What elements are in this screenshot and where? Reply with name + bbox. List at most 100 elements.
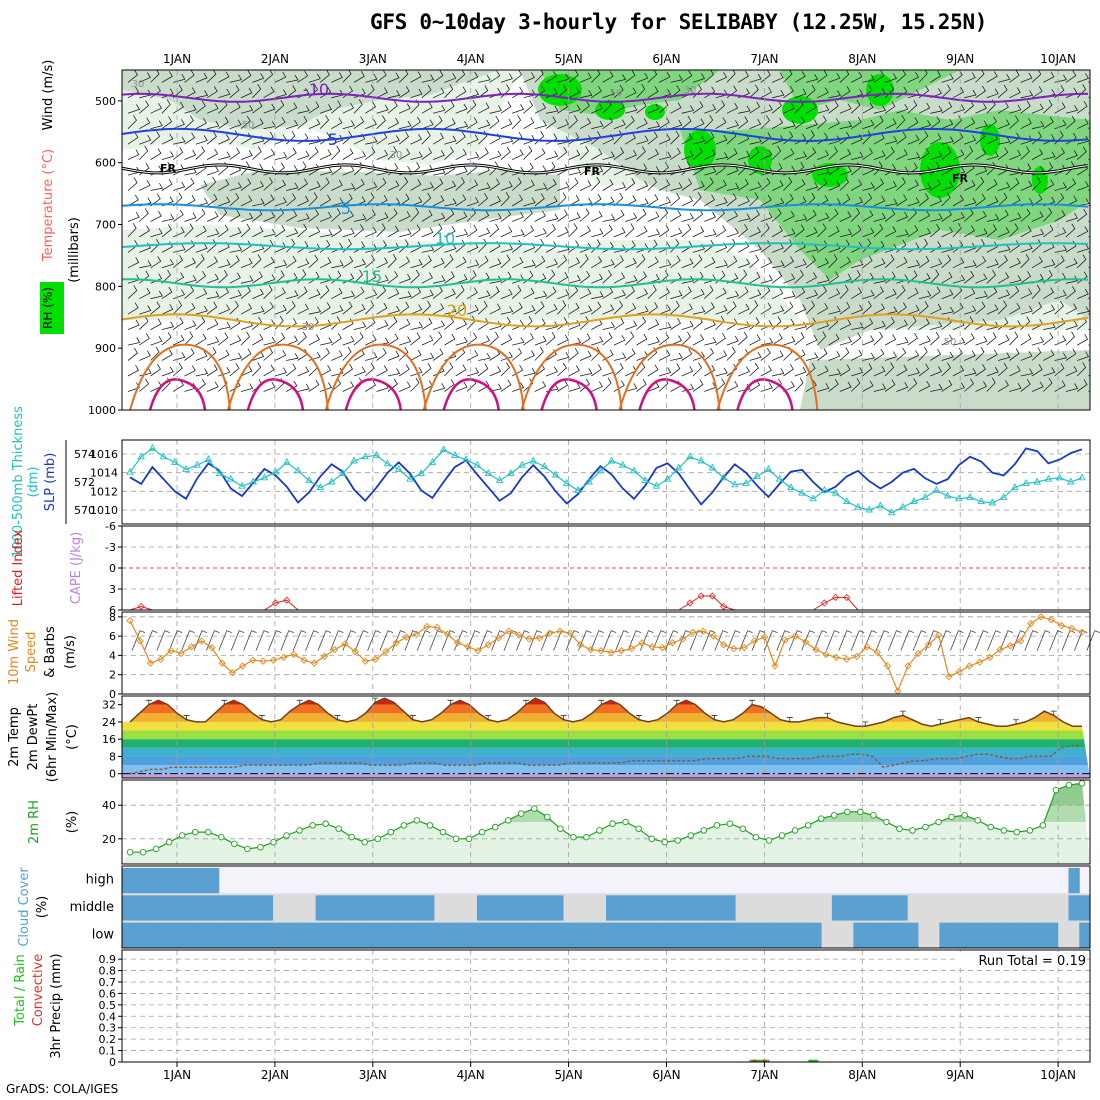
cloud-cell	[132, 895, 145, 921]
wind-barb	[511, 194, 523, 207]
thickness-point	[305, 476, 313, 484]
wind-barb	[500, 306, 514, 315]
wind-barb	[240, 223, 251, 238]
wind-barb	[1009, 365, 1021, 377]
wind-barb-10m	[392, 630, 406, 651]
cloud-cell	[218, 895, 231, 921]
wind-barb	[941, 334, 953, 346]
wind-barb	[545, 286, 557, 300]
wind-barb	[862, 290, 875, 300]
wind-barb	[308, 101, 320, 114]
temp-band	[122, 698, 1090, 705]
thickness-tick-label: 574	[74, 448, 95, 461]
cloud-cell	[885, 895, 897, 921]
wind-barb	[941, 209, 952, 222]
wind-barb	[263, 194, 275, 207]
wind-barb	[206, 86, 218, 99]
wind-barb	[455, 274, 468, 284]
cloud-cell	[186, 868, 198, 894]
wind-barb	[274, 89, 288, 99]
wind-barb	[342, 335, 355, 346]
wind-barb	[737, 269, 748, 284]
wind-barb	[1065, 70, 1077, 83]
wind-barb	[365, 181, 378, 191]
cloud-cell	[498, 922, 510, 948]
wind-barb	[771, 378, 782, 392]
wind-barb	[760, 104, 773, 114]
wind-barb	[986, 224, 997, 238]
wind-barb-10m	[429, 630, 443, 651]
run-total-box	[955, 952, 1087, 968]
wind-speed-point	[402, 633, 411, 641]
wind-barb	[568, 149, 581, 160]
wind-barb	[579, 368, 593, 377]
wind-barb	[862, 102, 874, 114]
wind-barb	[161, 88, 174, 99]
isotherm-label: -5	[322, 130, 338, 149]
wind-barb	[557, 317, 568, 330]
isotherm-minus5	[122, 127, 1089, 142]
wind-barb	[331, 333, 342, 346]
wind-barb	[760, 365, 772, 377]
wind-barb	[975, 273, 988, 284]
wind-speed-point	[331, 645, 339, 654]
wind-barb	[907, 134, 920, 145]
wind-barb	[839, 284, 849, 299]
wind-barb	[353, 213, 367, 222]
wind-barb	[760, 149, 773, 160]
wind-barb	[997, 334, 1010, 346]
wind-barb	[308, 181, 321, 191]
wind-barb	[1031, 336, 1045, 346]
wind-speed-point	[218, 659, 226, 667]
isotherm-label: 15	[362, 267, 382, 286]
wind-barb	[421, 317, 433, 330]
thickness-point	[596, 466, 605, 474]
wind-barb	[749, 351, 762, 361]
x-tick-label-bottom: 6JAN	[652, 1068, 680, 1082]
cloud-cell	[530, 895, 542, 921]
wind-barb	[218, 332, 229, 346]
wind-barb	[681, 178, 693, 191]
wind-barb	[444, 135, 457, 145]
rh-point	[178, 832, 186, 839]
isotherm-25	[226, 343, 329, 410]
wind-barb	[1020, 208, 1031, 222]
wind-barb	[896, 103, 909, 114]
wind-barb	[376, 70, 387, 83]
wind-barb	[195, 90, 209, 99]
wind-barb	[511, 285, 522, 299]
wind-barb	[884, 271, 896, 284]
wind-barb	[376, 177, 387, 191]
cloud-cell	[530, 922, 542, 948]
wind-barb	[331, 117, 343, 130]
isotherm-25	[324, 343, 427, 410]
wind-barb	[534, 290, 548, 300]
wind-barb	[500, 209, 512, 222]
rh-point	[335, 825, 342, 832]
wind-barb	[455, 177, 465, 191]
wind-barb	[1076, 362, 1087, 377]
cape-ylabel: CAPE (J/kg)	[69, 532, 84, 604]
y-tick-label: 1000	[88, 404, 116, 417]
wind-barb	[659, 151, 672, 160]
rh-point	[700, 827, 708, 834]
wind-barb	[331, 72, 343, 83]
wind-barb	[579, 253, 589, 269]
wind-barb	[353, 269, 364, 284]
wind-barb-10m	[168, 630, 183, 651]
rh-fill-region	[748, 146, 772, 174]
wind-barb	[681, 258, 694, 269]
temp-band	[122, 756, 1090, 766]
wind-barb	[432, 348, 444, 361]
wind-barb	[975, 70, 985, 83]
wind-barb	[884, 379, 896, 392]
wind-barb	[161, 224, 172, 238]
wind-speed-point	[914, 649, 922, 658]
wind-barb	[591, 85, 602, 99]
thickness-point	[742, 478, 750, 486]
wind-barb	[704, 364, 716, 377]
wind-barb	[602, 286, 614, 300]
wind-barb	[297, 105, 310, 114]
wind-barb	[692, 351, 705, 361]
